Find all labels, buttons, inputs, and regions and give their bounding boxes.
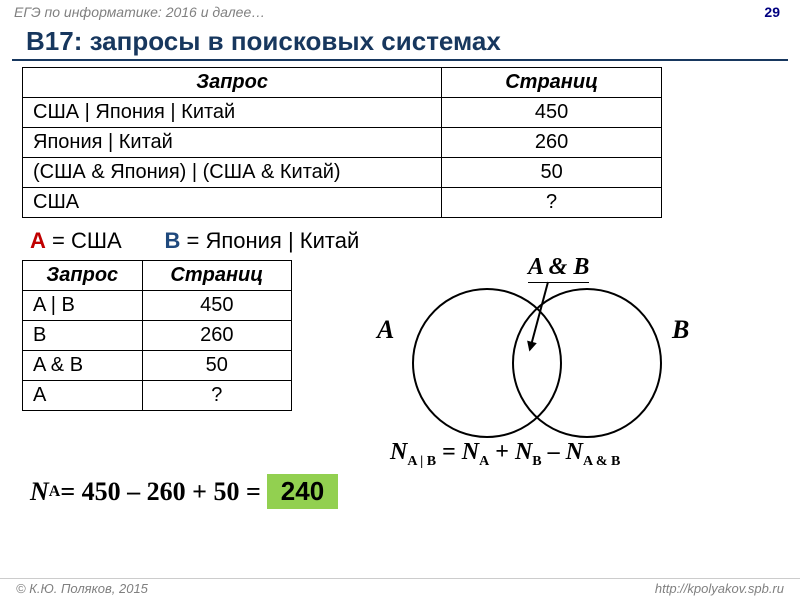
table-row: Япония | Китай260 bbox=[23, 128, 662, 158]
circle-b bbox=[512, 288, 662, 438]
table-row: (США & Япония) | (США & Китай)50 bbox=[23, 158, 662, 188]
slide-header: ЕГЭ по информатике: 2016 и далее… 29 bbox=[0, 0, 800, 22]
page-number: 29 bbox=[764, 4, 780, 20]
table-row: США | Япония | Китай450 bbox=[23, 98, 662, 128]
table-row: A & B50 bbox=[23, 351, 292, 381]
substitution-line: A = США B = Япония | Китай bbox=[30, 228, 800, 254]
copyright: © К.Ю. Поляков, 2015 bbox=[16, 581, 148, 596]
final-computation: NA = 450 – 260 + 50 = 240 bbox=[30, 474, 800, 509]
table-row: A? bbox=[23, 381, 292, 411]
slide-footer: © К.Ю. Поляков, 2015 http://kpolyakov.sp… bbox=[0, 578, 800, 598]
col-pages: Страниц bbox=[442, 68, 662, 98]
var-a: A bbox=[30, 228, 46, 253]
col-pages: Страниц bbox=[142, 261, 291, 291]
inclusion-exclusion-formula: NA | B = NA + NB – NA & B bbox=[390, 439, 620, 470]
queries-table-simplified: Запрос Страниц A | B450 B260 A & B50 A? bbox=[22, 260, 292, 411]
answer-box: 240 bbox=[267, 474, 338, 509]
col-query: Запрос bbox=[23, 261, 143, 291]
label-a: A bbox=[377, 315, 394, 345]
queries-table-main: Запрос Страниц США | Япония | Китай450 Я… bbox=[22, 67, 662, 218]
table-row: A | B450 bbox=[23, 291, 292, 321]
var-b: B bbox=[164, 228, 180, 253]
venn-diagram: A & B A B NA | B = NA + NB – NA & B bbox=[362, 260, 742, 460]
table-row: B260 bbox=[23, 321, 292, 351]
header-subject: ЕГЭ по информатике: 2016 и далее… bbox=[14, 4, 265, 20]
label-b: B bbox=[672, 315, 689, 345]
col-query: Запрос bbox=[23, 68, 442, 98]
label-intersection: A & B bbox=[528, 254, 589, 283]
footer-url: http://kpolyakov.spb.ru bbox=[655, 581, 784, 596]
slide-title: B17: запросы в поисковых системах bbox=[12, 22, 788, 61]
table-row: США? bbox=[23, 188, 662, 218]
